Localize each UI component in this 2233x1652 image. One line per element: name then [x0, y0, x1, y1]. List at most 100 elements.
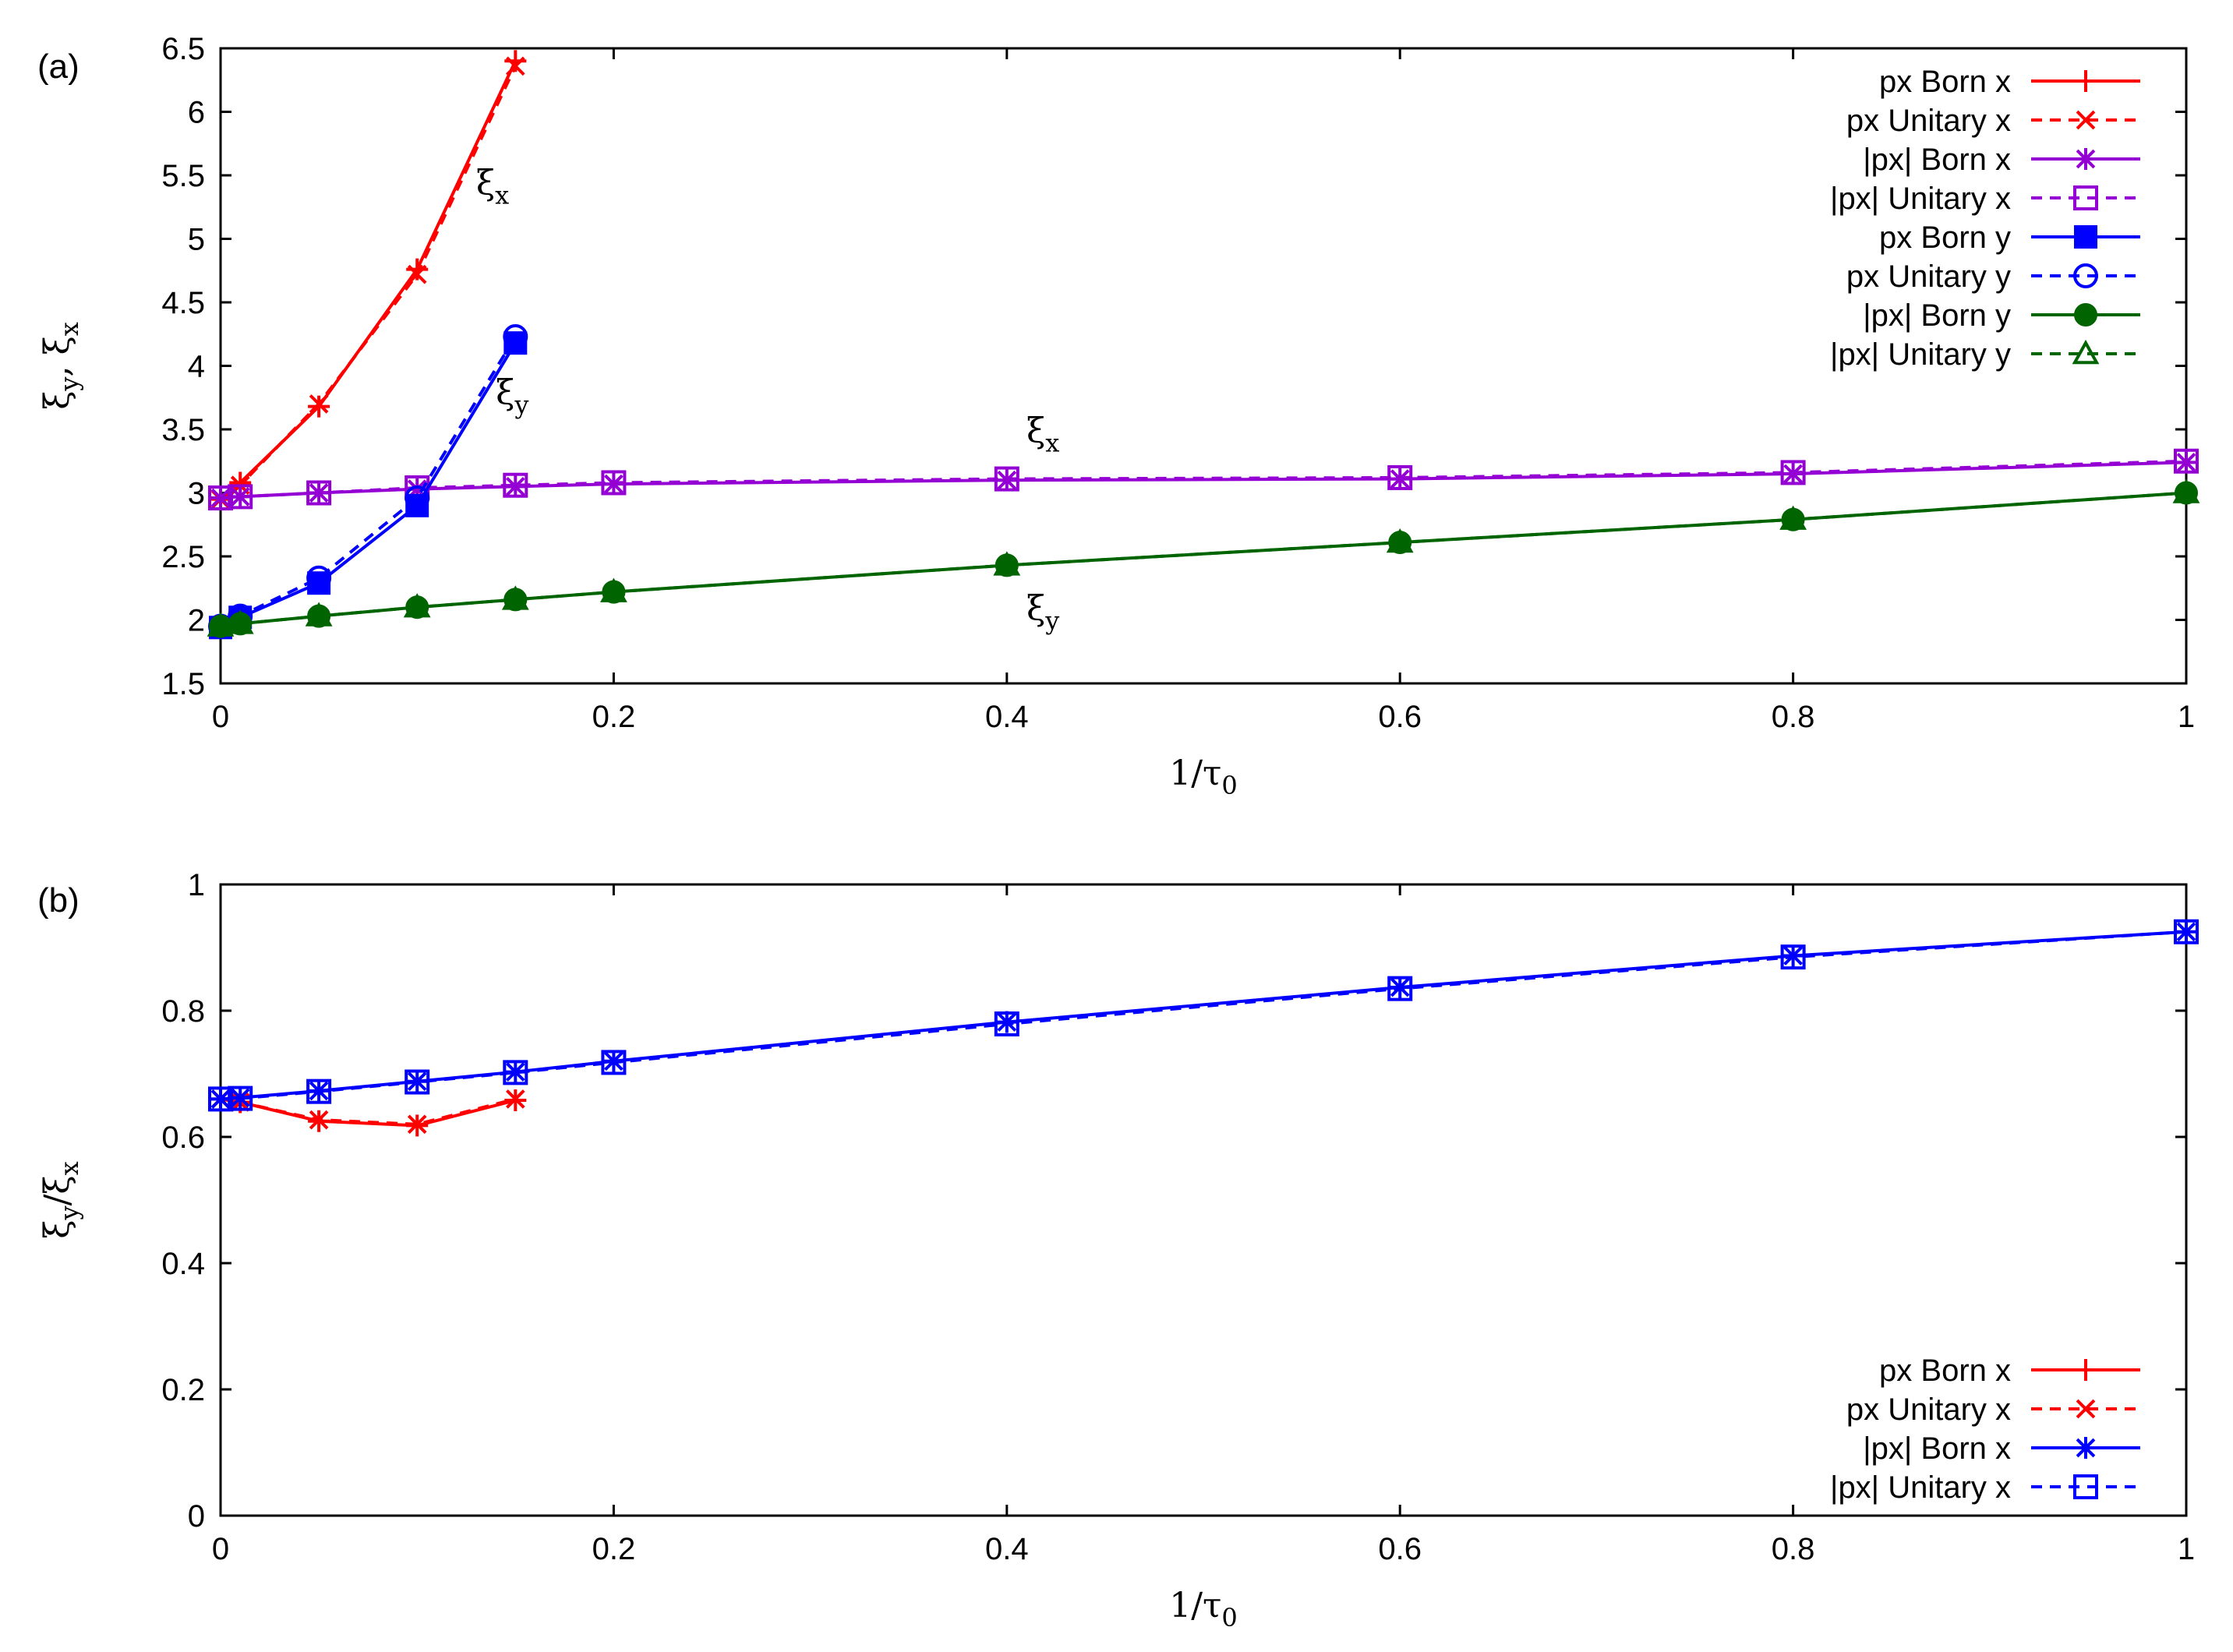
panel-a-legend-marker — [2073, 185, 2098, 210]
panel-a-x-tick-label: 0.6 — [1378, 700, 1422, 734]
panel-b-legend-entry: |px| Unitary x — [1830, 1470, 2140, 1505]
panel-b-y-tick-label: 0.6 — [161, 1121, 205, 1155]
panel-a-legend-marker — [2072, 339, 2100, 365]
panel-a-annotation-1: ξy — [496, 372, 528, 419]
panel-a-data-point-7 — [207, 612, 235, 637]
panel-a-legend-entry: |px| Unitary x — [1830, 182, 2140, 216]
panel-b-legend-marker — [2075, 1437, 2097, 1459]
panel-b-y-tick-label: 0 — [188, 1499, 205, 1534]
panel-b-x-tick-label: 0.6 — [1378, 1532, 1422, 1566]
panel-a-data-point-0 — [308, 395, 330, 418]
panel-b-legend-marker — [2076, 1399, 2096, 1419]
panel-a-annotation-2: ξx — [1026, 411, 1059, 457]
panel-b-label: (b) — [37, 881, 79, 920]
panel-b-legend-label: px Unitary x — [1846, 1393, 2011, 1427]
panel-a-legend-entry: px Born y — [1879, 221, 2140, 255]
panel-a-label: (a) — [37, 48, 79, 86]
panel-a-y-axis-label-b-sub: x — [55, 322, 84, 336]
panel-b-legend-label: |px| Unitary x — [1830, 1470, 2011, 1505]
panel-a-y-tick-label: 6.5 — [161, 32, 205, 66]
panel-b-data-point-3 — [1780, 944, 1806, 970]
panel-a-annotation-0: ξx — [476, 163, 509, 210]
panel-b-y-axis-label-b: ξ — [37, 1175, 77, 1194]
panel-a-data-point-7 — [403, 593, 431, 618]
panel-a-annotation-symbol: ξ — [496, 372, 514, 412]
panel-a-legend-entry: |px| Born x — [1863, 143, 2140, 177]
panel-a-x-axis-label: 1/τ0 — [1169, 754, 1238, 800]
panel-b-data-point-3 — [306, 1078, 332, 1104]
panel-b-legend-entry: px Born x — [1879, 1354, 2140, 1388]
panel-b-x-tick-label: 1 — [2178, 1532, 2195, 1566]
panel-a-annotation-subscript: x — [1045, 428, 1059, 457]
panel-b-x-axis-label-sub: 0 — [1221, 1603, 1237, 1633]
panel-a-y-tick-label: 3 — [188, 477, 205, 511]
panel-b-data-point-3 — [2174, 919, 2199, 944]
panel-a-data-point-5 — [306, 565, 332, 591]
panel-b-x-tick-label: 0.8 — [1772, 1532, 1815, 1566]
panel-a-y-axis-label-sep: , — [37, 355, 77, 376]
panel-b-series-line-3 — [220, 930, 2187, 1101]
panel-a-data-point-3 — [601, 470, 627, 496]
panel-a-data-point-3 — [1780, 460, 1806, 485]
panel-a-data-point-3 — [208, 485, 233, 511]
panel-a-data-point-5 — [503, 324, 528, 350]
panel-a-legend-entry: |px| Born y — [1863, 298, 2140, 333]
panel-b-x-tick-label: 0 — [212, 1532, 229, 1566]
panel-a-data-point-5 — [405, 485, 430, 511]
panel-a-legend-label: |px| Unitary x — [1830, 182, 2011, 216]
panel-a-y-tick-label: 5.5 — [161, 159, 205, 193]
panel-b-y-axis-label-b-sub: x — [55, 1161, 84, 1175]
panel-b-frame: 0 0.2 0.4 0.6 0.8 1 0 0.2 0.4 0.6 0.8 1 — [161, 868, 2195, 1566]
panel-b-x-tick-label: 0.2 — [592, 1532, 636, 1566]
panel-a-legend-marker — [2075, 70, 2097, 92]
panel-a-y-tick-label: 4 — [188, 350, 205, 384]
panel-b-data-point-1 — [407, 1114, 427, 1135]
panel-b: 0 0.2 0.4 0.6 0.8 100.20.40.60.81 px Born xpx… — [37, 868, 2199, 1633]
panel-a-data-point-3 — [994, 466, 1019, 492]
panel-a-x-tick-label: 1 — [2178, 700, 2195, 734]
panel-a-data-point-7 — [226, 609, 254, 634]
panel-b-legend-label: px Born x — [1879, 1354, 2011, 1388]
panel-a-y-tick-label: 2 — [188, 604, 205, 638]
panel-a-legend-marker — [2075, 148, 2097, 170]
panel-a-data-point-3 — [2174, 448, 2199, 474]
panel-a-y-tick-label: 3.5 — [161, 413, 205, 447]
panel-a-data-point-7 — [1386, 528, 1414, 553]
panel-b-y-axis-label-a: ξ — [37, 1220, 77, 1238]
panel-b-y-tick-label: 0.2 — [161, 1373, 205, 1407]
panel-a-legend-marker — [2074, 225, 2097, 249]
panel-a-annotation-subscript: x — [495, 180, 509, 210]
panel-a-annotation-symbol: ξ — [1026, 589, 1045, 629]
panel-b-data-point-3 — [405, 1069, 430, 1095]
panel-a-data-point-7 — [1779, 505, 1807, 530]
panel-b-x-axis-label: 1/τ0 — [1169, 1586, 1238, 1633]
panel-a-frame: 0 0.2 0.4 0.6 0.8 1 1.5 2 2.5 3 3.5 4 4.5 5 5.5 6 6.5 — [161, 32, 2195, 734]
panel-b-data-point-3 — [208, 1086, 233, 1112]
panel-b-y-axis-label-a-sub: y — [55, 1205, 84, 1220]
panel-a-y-axis-label: ξy, ξx — [37, 322, 84, 410]
panel-a-legend-label: px Unitary x — [1846, 104, 2011, 138]
panel-a-y-tick-label: 5 — [188, 223, 205, 257]
panel-b-legend-entry: px Unitary x — [1846, 1393, 2140, 1427]
panel-a-y-tick-label: 4.5 — [161, 286, 205, 320]
panel-a-data-point-1 — [505, 56, 525, 76]
panel-a-y-tick-label: 1.5 — [161, 667, 205, 701]
panel-a-series-line-7 — [220, 491, 2187, 628]
panel-a-legend-label: px Born y — [1879, 221, 2011, 255]
panel-b-plot-frame — [219, 883, 2188, 1517]
panel-a-legend-label: px Born x — [1879, 65, 2011, 99]
panel-b-y-axis-label-sep: / — [37, 1194, 77, 1205]
panel-a-data-point-3 — [228, 484, 253, 510]
panel-a-x-tick-label: 0 — [212, 700, 229, 734]
panel-a-data-point-3 — [306, 480, 332, 506]
panel-a-data-point-7 — [305, 602, 333, 627]
panel-a-y-tick-label: 6 — [188, 96, 205, 130]
panel-a-y-axis-label-b: ξ — [37, 336, 77, 355]
panel-b-x-axis-label-main: 1/τ — [1169, 1586, 1221, 1626]
panel-a-data-point-7 — [2172, 478, 2200, 503]
panel-a-data-point-7 — [600, 577, 627, 602]
panel-a-data-point-3 — [1387, 464, 1413, 490]
panel-a-legend-marker — [2073, 263, 2098, 288]
panel-b-y-tick-label: 1 — [188, 868, 205, 902]
